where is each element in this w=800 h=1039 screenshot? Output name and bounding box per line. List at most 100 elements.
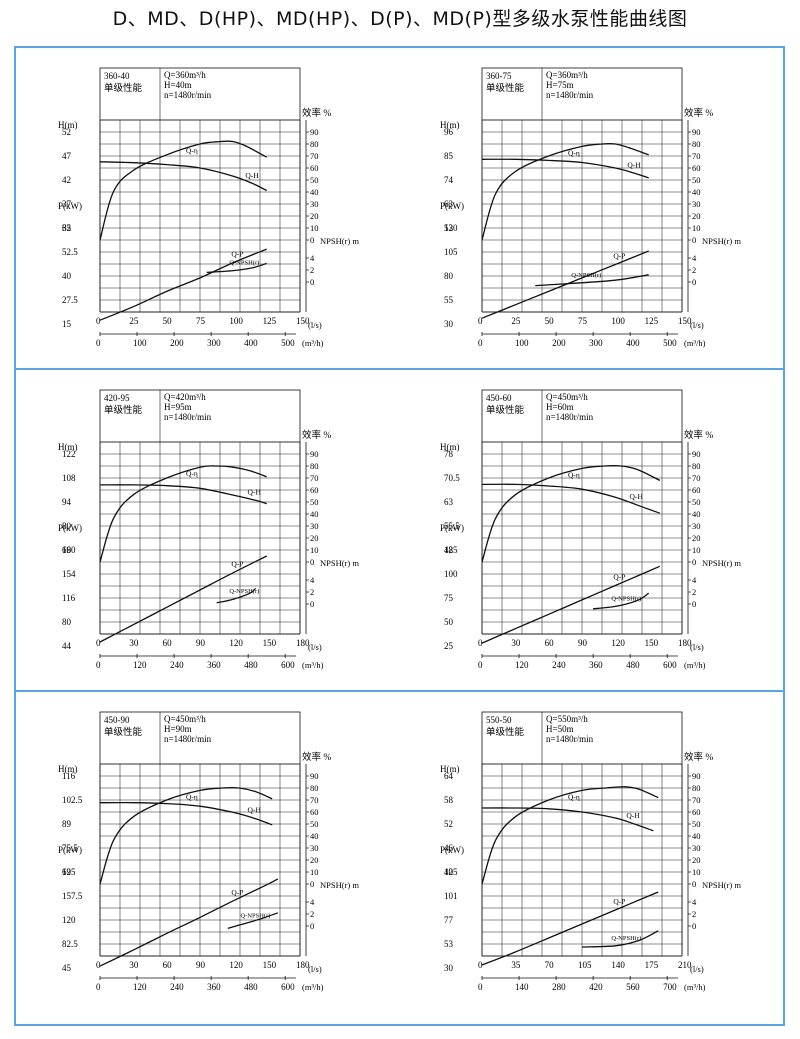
eff-tick-label: 20 (692, 855, 701, 865)
x-ls-tick-label: 0 (96, 316, 101, 326)
power-tick-label: 40 (62, 271, 72, 281)
qh-curve-label: Q-H (248, 487, 262, 496)
power-tick-label: 44 (62, 641, 72, 651)
x-ls-tick-label: 25 (511, 316, 520, 326)
x-ls-tick-label: 175 (645, 960, 659, 970)
x-ls-tick-label: 150 (263, 638, 277, 648)
head-tick-label: 40 (444, 867, 454, 877)
head-tick-label: 64 (444, 771, 454, 781)
qh-curve (99, 484, 267, 505)
qeta-curve-label: Q-η (568, 148, 580, 157)
x-m3h-tick-label: 480 (244, 660, 258, 670)
qnpsh-curve-label: Q-NPSH(r) (229, 260, 259, 267)
type-label: 单级性能 (486, 726, 525, 738)
rated-label: Q=360m³/h (164, 70, 206, 80)
qnpsh-curve-label: Q-NPSH(r) (611, 935, 641, 942)
eff-tick-label: 20 (692, 533, 701, 543)
x-ls-tick-label: 105 (578, 960, 592, 970)
power-tick-label: 75 (444, 593, 454, 603)
x-m3h-tick-label: 240 (170, 982, 184, 992)
x-ls-tick-label: 150 (263, 960, 277, 970)
power-tick-label: 50 (444, 617, 454, 627)
eff-tick-label: 0 (310, 235, 314, 245)
qp-curve-label: Q-P (613, 573, 625, 582)
power-tick-label: 100 (444, 569, 458, 579)
head-axis-label: H(m) (440, 764, 460, 774)
eff-axis-label: 效率 % (684, 107, 713, 119)
power-tick-label: 157.5 (62, 891, 83, 901)
eff-tick-label: 60 (310, 163, 319, 173)
qh-curve (99, 801, 273, 826)
x-m3h-tick-label: 120 (133, 982, 147, 992)
npsh-tick-label: 0 (692, 277, 696, 287)
npsh-tick-label: 2 (692, 909, 696, 919)
eff-tick-label: 30 (310, 521, 319, 531)
x-ls-unit: (l/s) (690, 320, 704, 330)
qh-curve-label: Q-H (627, 160, 641, 169)
head-axis-label: H(m) (58, 120, 78, 130)
head-tick-label: 96 (444, 127, 454, 137)
qnpsh-curve (593, 592, 650, 610)
npsh-axis-label: NPSH(r) m (320, 236, 359, 246)
npsh-tick-label: 4 (310, 897, 315, 907)
qeta-curve-label: Q-η (186, 792, 198, 801)
eff-tick-label: 40 (310, 187, 319, 197)
eff-tick-label: 80 (310, 461, 319, 471)
x-ls-tick-label: 210 (678, 960, 692, 970)
x-ls-tick-label: 60 (545, 638, 555, 648)
x-m3h-tick-label: 400 (626, 338, 640, 348)
rated-label: H=95m (164, 402, 192, 412)
x-ls-tick-label: 25 (129, 316, 139, 326)
eff-axis-label: 效率 % (302, 751, 331, 763)
model-label: 360-75 (486, 71, 512, 81)
head-tick-label: 52 (444, 819, 453, 829)
eff-tick-label: 60 (310, 807, 319, 817)
x-ls-tick-label: 100 (229, 316, 243, 326)
x-m3h-tick-label: 0 (96, 660, 101, 670)
eff-tick-label: 70 (692, 151, 701, 161)
qh-curve (99, 161, 268, 192)
npsh-tick-label: 4 (692, 575, 697, 585)
qh-curve (481, 158, 649, 179)
eff-tick-label: 10 (692, 867, 701, 877)
eff-tick-label: 40 (692, 831, 701, 841)
model-label: 550-50 (486, 715, 512, 725)
type-label: 单级性能 (104, 726, 143, 738)
qnpsh-curve-label: Q-NPSH(r) (611, 595, 641, 602)
x-ls-tick-label: 30 (511, 638, 520, 648)
x-m3h-tick-label: 480 (244, 982, 258, 992)
x-ls-unit: (l/s) (690, 642, 704, 652)
type-label: 单级性能 (486, 404, 525, 416)
eff-tick-label: 10 (692, 223, 701, 233)
x-m3h-tick-label: 360 (207, 660, 221, 670)
qeta-curve (99, 786, 273, 885)
head-tick-label: 85 (444, 151, 454, 161)
head-tick-label: 94 (62, 497, 72, 507)
x-ls-tick-label: 30 (129, 638, 139, 648)
eff-tick-label: 30 (310, 199, 319, 209)
head-tick-label: 80 (62, 521, 72, 531)
eff-tick-label: 10 (692, 545, 701, 555)
x-ls-unit: (l/s) (308, 964, 322, 974)
head-tick-label: 70.5 (444, 473, 460, 483)
npsh-axis-label: NPSH(r) m (320, 558, 359, 568)
power-axis-label: P(kW) (440, 523, 464, 533)
x-ls-tick-label: 90 (196, 638, 206, 648)
eff-tick-label: 80 (692, 139, 701, 149)
power-tick-label: 15 (62, 319, 72, 329)
npsh-tick-label: 4 (310, 575, 315, 585)
x-m3h-unit: (m³/h) (684, 660, 706, 670)
power-tick-label: 125 (444, 867, 458, 877)
head-tick-label: 78 (444, 449, 454, 459)
x-ls-tick-label: 150 (645, 638, 659, 648)
eff-tick-label: 70 (310, 151, 319, 161)
eff-tick-label: 40 (692, 509, 701, 519)
npsh-tick-label: 2 (310, 909, 314, 919)
pump-chart-420-95: 420-95单级性能Q=420m³/hH=95mn=1480r/minH(m)1… (58, 389, 359, 670)
x-m3h-tick-label: 240 (170, 660, 184, 670)
head-tick-label: 122 (62, 449, 76, 459)
head-tick-label: 55.5 (444, 521, 460, 531)
head-tick-label: 58 (444, 795, 454, 805)
power-tick-label: 52.5 (62, 247, 78, 257)
x-m3h-tick-label: 400 (244, 338, 258, 348)
